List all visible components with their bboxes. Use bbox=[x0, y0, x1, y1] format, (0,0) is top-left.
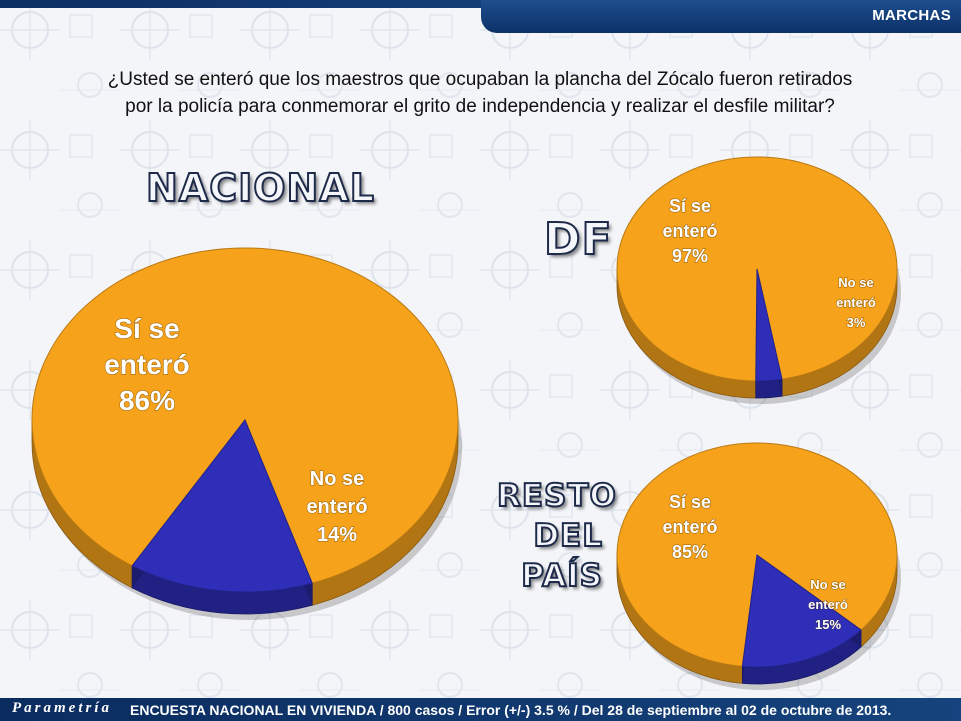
label-no-se-entero: No se enteró 3% bbox=[836, 275, 876, 330]
label-line: Sí se bbox=[669, 492, 711, 512]
label-si-se-entero: Sí se enteró 85% bbox=[662, 492, 717, 562]
top-bar bbox=[0, 0, 961, 8]
label-line: 3% bbox=[847, 315, 866, 330]
label-line: enteró bbox=[836, 295, 876, 310]
chart-title-nacional: NACIONAL bbox=[145, 165, 375, 211]
label-line: enteró bbox=[306, 496, 367, 518]
question-line-1: ¿Usted se enteró que los maestros que oc… bbox=[107, 69, 853, 90]
slice-no-se-entero bbox=[131, 419, 313, 593]
label-line: enteró bbox=[662, 517, 717, 537]
section-title: MARCHAS bbox=[872, 7, 951, 24]
section-tab: MARCHAS bbox=[481, 0, 961, 33]
pie-chart-0: Sí se enteró 86% No se enteró 14% bbox=[31, 247, 462, 620]
slice-no-se-entero-side bbox=[755, 378, 783, 399]
label-line: No se bbox=[838, 275, 873, 290]
chart-title-df: DF bbox=[543, 213, 613, 266]
footer-survey-note: ENCUESTA NACIONAL EN VIVIENDA / 800 caso… bbox=[130, 702, 892, 718]
question-text: ¿Usted se enteró que los maestros que oc… bbox=[40, 66, 920, 120]
question-line-2: por la policía para conmemorar el grito … bbox=[125, 96, 835, 117]
label-line: Sí se bbox=[114, 313, 179, 344]
slice-si-se-entero bbox=[31, 247, 459, 584]
footer-bar bbox=[0, 698, 961, 721]
label-no-se-entero: No se enteró 14% bbox=[306, 468, 367, 546]
chart-title-line: PAÍS bbox=[520, 557, 603, 595]
slice-no-se-entero bbox=[741, 554, 862, 668]
chart-title-line: DEL bbox=[532, 517, 603, 555]
label-line: No se bbox=[810, 577, 845, 592]
label-line: 97% bbox=[672, 246, 708, 266]
label-line: enteró bbox=[662, 221, 717, 241]
label-line: enteró bbox=[104, 349, 190, 380]
label-no-se-entero: No se enteró 15% bbox=[808, 577, 848, 632]
label-line: 85% bbox=[672, 542, 708, 562]
chart-title-resto-del-pais: RESTO DEL PAÍS bbox=[496, 476, 617, 596]
label-line: enteró bbox=[808, 597, 848, 612]
label-line: No se bbox=[310, 468, 364, 490]
slice-no-se-entero bbox=[755, 268, 783, 382]
parametria-logo: Parametría bbox=[12, 700, 112, 716]
pie-chart-1: Sí se enteró 97% No se enteró 3% bbox=[616, 156, 901, 404]
label-line: 15% bbox=[815, 617, 841, 632]
pie-chart-2: Sí se enteró 85% No se enteró 15% bbox=[616, 442, 901, 690]
label-si-se-entero: Sí se enteró 86% bbox=[104, 313, 190, 416]
label-si-se-entero: Sí se enteró 97% bbox=[662, 196, 717, 266]
label-line: 86% bbox=[119, 385, 175, 416]
label-line: Sí se bbox=[669, 196, 711, 216]
label-line: 14% bbox=[317, 524, 357, 546]
chart-title-line: RESTO bbox=[496, 477, 617, 515]
